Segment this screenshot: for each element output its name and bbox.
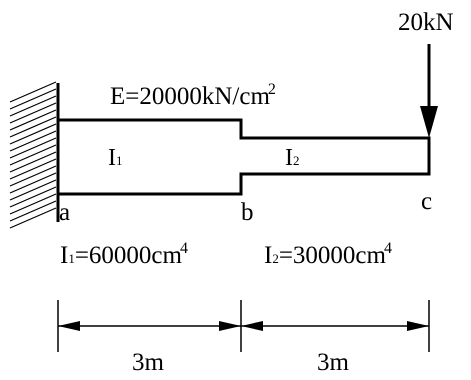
- inertia-left-exponent: 4: [179, 240, 188, 257]
- inertia-left-symbol: I: [60, 242, 69, 269]
- section-left-symbol: I: [108, 145, 116, 171]
- hatch-line: [9, 151, 57, 173]
- load-label: 20kN: [398, 9, 454, 36]
- section-right-sub: 2: [293, 153, 300, 168]
- dimension-lines: [57, 300, 430, 352]
- hatch-line: [9, 179, 57, 201]
- section-left-sub: 1: [116, 153, 123, 168]
- point-a-label: a: [59, 199, 71, 226]
- inertia-left-sub: 1: [68, 251, 75, 266]
- point-c-label: c: [421, 188, 433, 215]
- beam-outline: [58, 118, 431, 196]
- inertia-right-sub: 2: [272, 251, 279, 266]
- dimension-left-label: 3m: [132, 349, 164, 376]
- load-arrow: [420, 44, 438, 138]
- hatch-line: [9, 165, 57, 187]
- hatch-line: [9, 123, 57, 145]
- elastic-modulus-label: E=20000kN/cm2: [110, 81, 276, 110]
- inertia-right-symbol: I: [264, 242, 273, 269]
- arrowhead-a-right: [58, 321, 80, 331]
- elastic-modulus-value: E=20000kN/cm: [110, 83, 270, 110]
- hatch-line: [9, 130, 57, 152]
- hatch-line: [9, 95, 57, 117]
- hatch-line: [9, 137, 57, 159]
- hatch-line: [9, 186, 57, 208]
- inertia-left-label: I1=60000cm4: [60, 240, 188, 269]
- dimension-right-label: 3m: [317, 349, 349, 376]
- hatch-line: [9, 158, 57, 180]
- fixed-support: [9, 81, 60, 229]
- arrowhead-c-left: [407, 321, 429, 331]
- inertia-left-value: =60000cm: [74, 242, 182, 269]
- arrowhead-b-right: [241, 321, 263, 331]
- section-right-symbol: I: [285, 145, 293, 171]
- elastic-modulus-exponent: 2: [267, 81, 276, 98]
- section-left-label: I1: [108, 146, 123, 170]
- hatch-line: [9, 207, 57, 229]
- arrowhead-b-left: [219, 321, 241, 331]
- hatch-line: [9, 200, 57, 222]
- load-arrow-head: [420, 106, 438, 138]
- hatch-line: [9, 102, 57, 124]
- hatch-line: [9, 88, 57, 110]
- hatch-line: [9, 193, 57, 215]
- inertia-right-label: I2=30000cm4: [264, 240, 392, 269]
- hatch-line: [9, 144, 57, 166]
- inertia-right-exponent: 4: [383, 240, 392, 257]
- point-b-label: b: [241, 199, 254, 226]
- hatch-line: [9, 116, 57, 138]
- section-right-label: I2: [285, 146, 300, 170]
- hatch-line: [9, 109, 57, 131]
- hatch-line: [9, 172, 57, 194]
- hatch-line: [9, 81, 57, 103]
- support-hatching: [9, 81, 57, 229]
- inertia-right-value: =30000cm: [278, 242, 386, 269]
